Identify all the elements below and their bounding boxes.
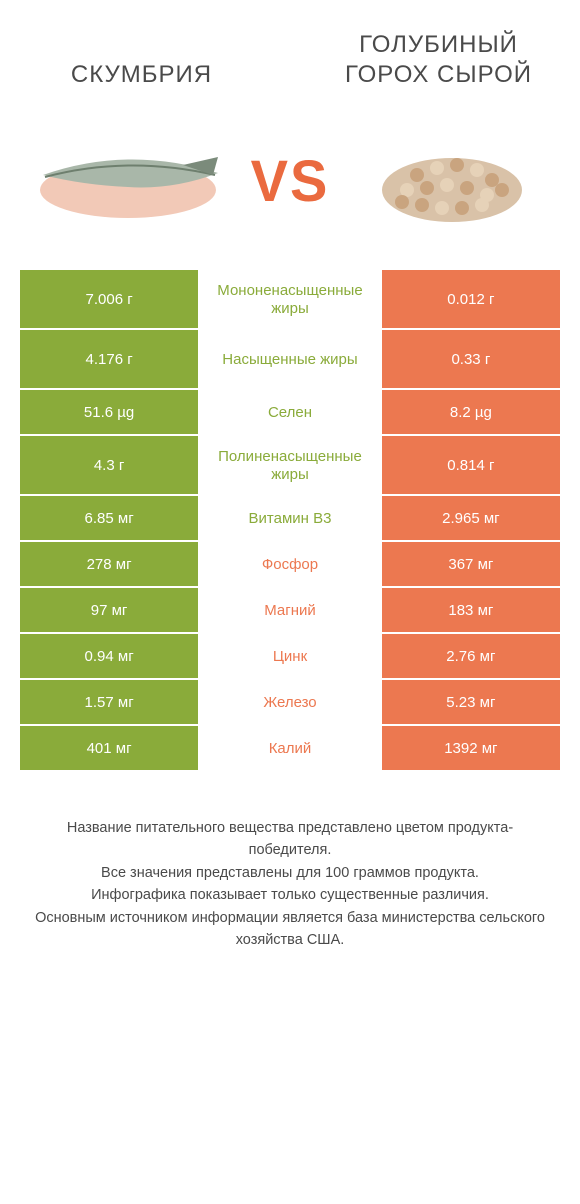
- nutrient-label: Витамин B3: [198, 496, 382, 542]
- nutrient-label: Селен: [198, 390, 382, 436]
- nutrient-label: Насыщенные жиры: [198, 330, 382, 390]
- vs-row: VS: [20, 130, 560, 230]
- nutrient-label: Магний: [198, 588, 382, 634]
- value-right: 2.965 мг: [382, 496, 560, 542]
- nutrient-label: Полиненасыщенные жиры: [198, 436, 382, 496]
- nutrient-label: Железо: [198, 680, 382, 726]
- nutrient-label: Цинк: [198, 634, 382, 680]
- value-right: 0.33 г: [382, 330, 560, 390]
- footnote-line: Название питательного вещества представл…: [30, 817, 550, 862]
- value-left: 278 мг: [20, 542, 198, 588]
- table-row: 97 мгМагний183 мг: [20, 588, 560, 634]
- value-left: 51.6 µg: [20, 390, 198, 436]
- table-row: 4.176 гНасыщенные жиры0.33 г: [20, 330, 560, 390]
- comparison-table: 7.006 гМононенасыщенные жиры0.012 г4.176…: [20, 270, 560, 772]
- table-row: 401 мгКалий1392 мг: [20, 726, 560, 772]
- value-right: 367 мг: [382, 542, 560, 588]
- nutrient-label: Калий: [198, 726, 382, 772]
- value-right: 0.814 г: [382, 436, 560, 496]
- title-left: СКУМБРИЯ: [20, 60, 263, 90]
- value-right: 1392 мг: [382, 726, 560, 772]
- table-row: 51.6 µgСелен8.2 µg: [20, 390, 560, 436]
- value-left: 1.57 мг: [20, 680, 198, 726]
- table-row: 1.57 мгЖелезо5.23 мг: [20, 680, 560, 726]
- titles-row: СКУМБРИЯ ГОЛУБИНЫЙ ГОРОХ СЫРОЙ: [20, 30, 560, 90]
- title-right: ГОЛУБИНЫЙ ГОРОХ СЫРОЙ: [317, 30, 560, 90]
- value-left: 401 мг: [20, 726, 198, 772]
- value-right: 8.2 µg: [382, 390, 560, 436]
- value-right: 0.012 г: [382, 270, 560, 330]
- food-right-image: [344, 130, 560, 230]
- footnotes: Название питательного вещества представл…: [20, 817, 560, 952]
- value-left: 0.94 мг: [20, 634, 198, 680]
- footnote-line: Инфографика показывает только существенн…: [30, 884, 550, 906]
- nutrient-label: Мононенасыщенные жиры: [198, 270, 382, 330]
- value-right: 5.23 мг: [382, 680, 560, 726]
- table-row: 7.006 гМононенасыщенные жиры0.012 г: [20, 270, 560, 330]
- infographic: СКУМБРИЯ ГОЛУБИНЫЙ ГОРОХ СЫРОЙ VS: [0, 0, 580, 952]
- table-row: 278 мгФосфор367 мг: [20, 542, 560, 588]
- value-left: 4.176 г: [20, 330, 198, 390]
- vs-label: VS: [251, 146, 330, 214]
- food-left-image: [20, 135, 236, 225]
- footnote-line: Все значения представлены для 100 граммо…: [30, 862, 550, 884]
- value-right: 183 мг: [382, 588, 560, 634]
- value-left: 97 мг: [20, 588, 198, 634]
- value-right: 2.76 мг: [382, 634, 560, 680]
- table-row: 0.94 мгЦинк2.76 мг: [20, 634, 560, 680]
- footnote-line: Основным источником информации является …: [30, 907, 550, 952]
- table-row: 6.85 мгВитамин B32.965 мг: [20, 496, 560, 542]
- value-left: 6.85 мг: [20, 496, 198, 542]
- table-row: 4.3 гПолиненасыщенные жиры0.814 г: [20, 436, 560, 496]
- value-left: 4.3 г: [20, 436, 198, 496]
- value-left: 7.006 г: [20, 270, 198, 330]
- nutrient-label: Фосфор: [198, 542, 382, 588]
